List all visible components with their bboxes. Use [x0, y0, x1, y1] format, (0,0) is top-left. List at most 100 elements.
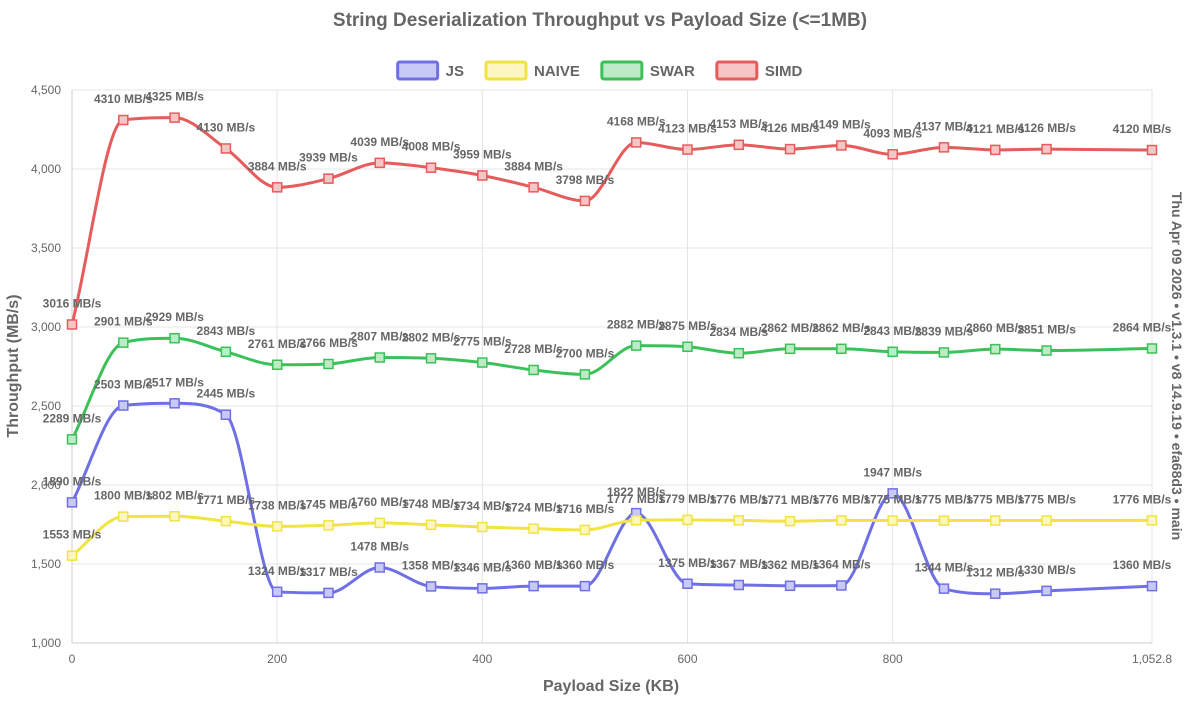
data-label-simd: 4039 MB/s — [350, 135, 409, 149]
data-point-naive[interactable] — [528, 523, 539, 534]
data-point-simd[interactable] — [682, 144, 693, 155]
data-point-js[interactable] — [271, 586, 283, 598]
data-point-naive[interactable] — [66, 550, 78, 561]
data-point-swar[interactable] — [271, 359, 283, 371]
data-point-simd[interactable] — [220, 143, 232, 154]
data-point-simd[interactable] — [169, 112, 180, 123]
legend-item-swar[interactable]: SWAR — [600, 60, 695, 81]
data-point-naive[interactable] — [887, 515, 898, 526]
data-point-naive[interactable] — [1041, 515, 1052, 526]
data-point-js[interactable] — [938, 583, 950, 594]
data-point-simd[interactable] — [66, 319, 78, 330]
legend-item-naive[interactable]: NAIVE — [484, 60, 580, 81]
data-point-swar[interactable] — [733, 347, 745, 359]
data-point-simd[interactable] — [1041, 143, 1052, 155]
data-point-js[interactable] — [528, 580, 539, 592]
y-tick-label: 2,000 — [31, 478, 61, 492]
data-point-naive[interactable] — [733, 515, 745, 526]
data-point-swar[interactable] — [836, 343, 847, 355]
data-point-js[interactable] — [682, 578, 693, 589]
data-point-simd[interactable] — [990, 144, 1001, 156]
data-point-js[interactable] — [425, 581, 437, 592]
data-label-simd: 4168 MB/s — [607, 114, 666, 128]
data-point-naive[interactable] — [1146, 515, 1158, 526]
data-label-swar: 2289 MB/s — [43, 411, 102, 425]
data-point-naive[interactable] — [836, 515, 847, 526]
data-point-swar[interactable] — [425, 353, 437, 364]
data-point-swar[interactable] — [169, 332, 180, 344]
data-point-js[interactable] — [374, 562, 386, 573]
data-point-simd[interactable] — [938, 142, 950, 153]
data-point-swar[interactable] — [1041, 345, 1052, 356]
data-label-js: 1822 MB/s — [607, 485, 666, 499]
data-point-js[interactable] — [990, 588, 1001, 599]
data-point-swar[interactable] — [579, 369, 591, 380]
data-point-simd[interactable] — [836, 140, 847, 151]
legend-item-js[interactable]: JS — [396, 60, 464, 81]
data-point-naive[interactable] — [374, 517, 386, 529]
data-point-simd[interactable] — [1146, 144, 1158, 156]
x-axis-ticks: 0 200 400 600 800 1,052.8 — [69, 652, 1173, 666]
data-point-simd[interactable] — [374, 157, 386, 169]
data-point-naive[interactable] — [630, 514, 642, 526]
legend-item-simd[interactable]: SIMD — [715, 60, 803, 81]
data-label-naive: 1716 MB/s — [556, 502, 615, 516]
data-point-swar[interactable] — [630, 340, 642, 351]
data-point-swar[interactable] — [374, 352, 386, 363]
data-point-js[interactable] — [118, 400, 129, 411]
data-point-js[interactable] — [887, 488, 898, 499]
data-label-swar: 2929 MB/s — [145, 310, 204, 324]
data-label-simd: 4149 MB/s — [812, 117, 871, 131]
data-point-simd[interactable] — [118, 114, 129, 126]
data-point-simd[interactable] — [425, 162, 437, 173]
data-point-swar[interactable] — [1146, 343, 1158, 354]
data-point-swar[interactable] — [990, 343, 1001, 355]
data-point-swar[interactable] — [784, 343, 796, 355]
data-point-simd[interactable] — [477, 170, 488, 181]
data-point-js[interactable] — [1041, 585, 1052, 597]
data-point-simd[interactable] — [323, 173, 334, 184]
data-point-swar[interactable] — [220, 346, 232, 358]
data-point-swar[interactable] — [118, 337, 129, 348]
data-point-naive[interactable] — [784, 515, 796, 527]
data-point-js[interactable] — [477, 583, 488, 594]
data-point-simd[interactable] — [784, 143, 796, 155]
data-point-swar[interactable] — [477, 357, 488, 368]
data-label-js: 1362 MB/s — [761, 558, 820, 572]
data-point-naive[interactable] — [990, 515, 1001, 526]
data-point-naive[interactable] — [220, 515, 232, 527]
data-point-js[interactable] — [169, 398, 180, 409]
data-point-swar[interactable] — [887, 346, 898, 358]
data-point-naive[interactable] — [323, 520, 334, 531]
data-point-js[interactable] — [784, 580, 796, 592]
data-point-js[interactable] — [1146, 580, 1158, 592]
data-point-simd[interactable] — [630, 137, 642, 148]
data-point-js[interactable] — [323, 587, 334, 599]
data-point-simd[interactable] — [528, 182, 539, 193]
data-point-simd[interactable] — [887, 149, 898, 160]
data-point-swar[interactable] — [66, 434, 78, 445]
data-point-naive[interactable] — [271, 521, 283, 532]
data-point-naive[interactable] — [938, 515, 950, 526]
data-point-swar[interactable] — [938, 347, 950, 358]
data-point-js[interactable] — [733, 579, 745, 591]
data-point-js[interactable] — [220, 409, 232, 420]
legend-swatch-naive — [484, 60, 528, 81]
data-point-js[interactable] — [66, 497, 78, 508]
data-point-naive[interactable] — [579, 524, 591, 536]
data-point-js[interactable] — [579, 580, 591, 592]
series-layer — [66, 112, 1158, 599]
data-point-naive[interactable] — [425, 519, 437, 531]
data-point-naive[interactable] — [477, 521, 488, 533]
data-point-swar[interactable] — [323, 358, 334, 370]
data-point-js[interactable] — [836, 580, 847, 591]
data-point-naive[interactable] — [169, 511, 180, 522]
data-point-simd[interactable] — [271, 182, 283, 193]
data-point-naive[interactable] — [682, 514, 693, 526]
data-point-simd[interactable] — [733, 139, 745, 151]
data-point-naive[interactable] — [118, 511, 129, 522]
data-point-simd[interactable] — [579, 195, 591, 207]
data-point-swar[interactable] — [682, 341, 693, 352]
data-point-swar[interactable] — [528, 364, 539, 376]
